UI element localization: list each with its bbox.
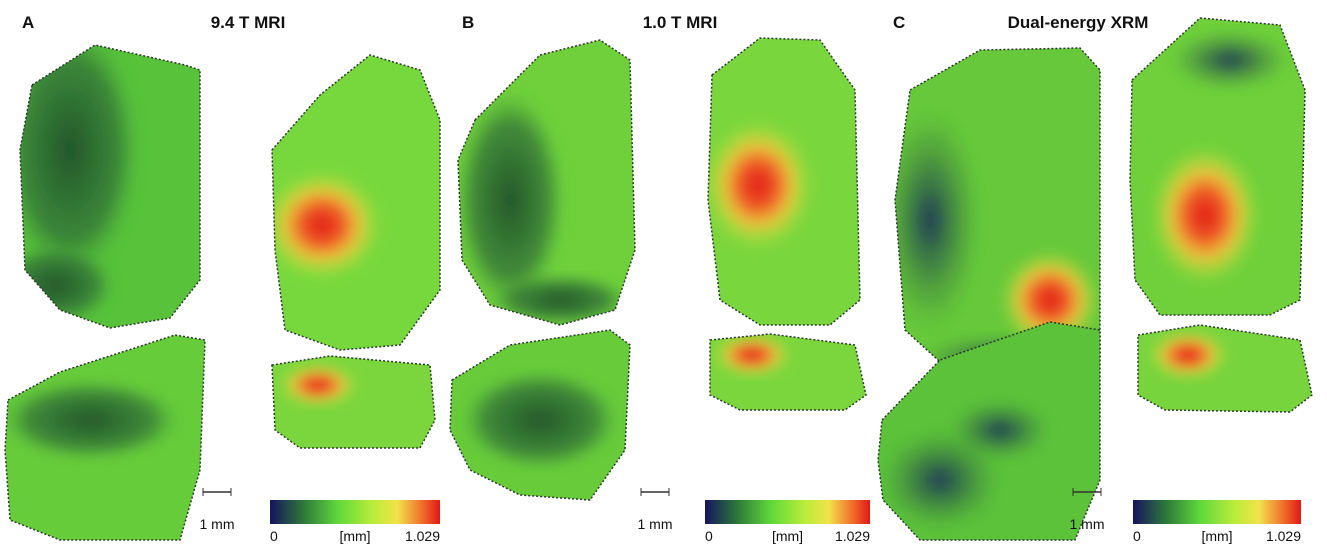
surface-shade xyxy=(1170,30,1290,90)
surface-hotspot xyxy=(703,120,813,250)
colorbar xyxy=(270,500,440,524)
panel: C Dual-energy XRM 1 mm 0 [mm] 1.029 xyxy=(878,13,1312,544)
scale-bar-label: 1 mm xyxy=(638,516,673,532)
surface-hotspot xyxy=(1150,145,1260,285)
panel: B 1.0 T MRI 1 mm 0 [mm] 1.029 xyxy=(450,13,870,544)
panel-title: 9.4 T MRI xyxy=(211,13,286,32)
surface-render xyxy=(0,335,205,540)
colorbar-unit: [mm] xyxy=(339,528,370,544)
surface-shade xyxy=(0,245,115,325)
colorbar-min: 0 xyxy=(1133,528,1141,544)
colorbar-max: 1.029 xyxy=(1266,528,1301,544)
colorbar-min: 0 xyxy=(705,528,713,544)
panel-title: 1.0 T MRI xyxy=(643,13,718,32)
panel: A 9.4 T MRI 1 mm 0 [mm] 1.029 xyxy=(0,13,440,544)
surface-hotspot xyxy=(262,170,382,280)
surface-render xyxy=(450,330,630,500)
colorbar xyxy=(1133,500,1301,524)
surface-render xyxy=(710,333,866,410)
colorbar-unit: [mm] xyxy=(1201,528,1232,544)
panel-title: Dual-energy XRM xyxy=(1008,13,1149,32)
surface-shade xyxy=(950,400,1050,460)
colorbar-max: 1.029 xyxy=(405,528,440,544)
surface-render xyxy=(262,55,440,350)
scale-bar-label: 1 mm xyxy=(1070,516,1105,532)
surface-render xyxy=(703,38,860,325)
colorbar xyxy=(705,500,870,524)
surface-render xyxy=(272,356,435,448)
panel-letter: A xyxy=(22,13,34,32)
surface-render xyxy=(0,20,200,328)
figure: A 9.4 T MRI 1 mm 0 [mm] 1.029 B 1.0 T MRI 1 mm 0 [… xyxy=(0,0,1327,545)
surface-render xyxy=(1130,18,1305,315)
scale-bar-label: 1 mm xyxy=(200,516,235,532)
surface-render xyxy=(455,40,635,325)
surface-shade xyxy=(460,370,620,470)
panel-letter: B xyxy=(462,13,474,32)
colorbar-max: 1.029 xyxy=(835,528,870,544)
colorbar-unit: [mm] xyxy=(772,528,803,544)
surface-hotspot xyxy=(712,333,792,377)
surface-shade xyxy=(0,380,180,460)
colorbar-min: 0 xyxy=(270,528,278,544)
surface-shade xyxy=(880,110,980,330)
surface-hotspot xyxy=(278,363,358,407)
panel-letter: C xyxy=(893,13,905,32)
surface-shade xyxy=(0,20,140,280)
surface-render xyxy=(878,322,1100,540)
surface-hotspot xyxy=(1148,330,1228,380)
surface-shade xyxy=(490,275,630,325)
